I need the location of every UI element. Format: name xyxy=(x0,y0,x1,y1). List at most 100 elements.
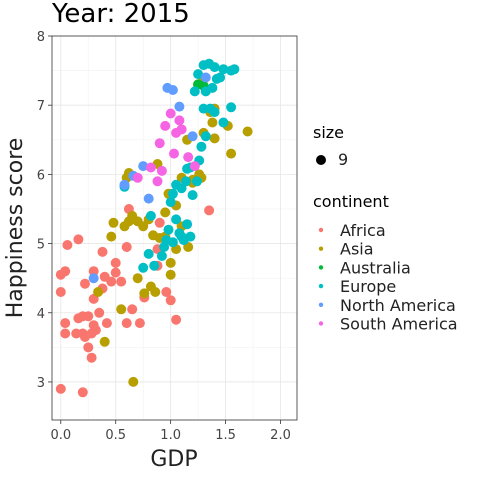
data-point xyxy=(80,278,90,289)
y-tick-label: 5 xyxy=(37,238,45,253)
data-point xyxy=(182,219,193,230)
data-point xyxy=(226,102,237,113)
data-point xyxy=(145,210,156,221)
size-legend-title: size xyxy=(313,123,344,142)
data-point xyxy=(108,217,119,228)
data-point xyxy=(229,64,240,75)
data-point xyxy=(187,190,198,201)
data-point xyxy=(165,197,176,208)
size-legend-label: 9 xyxy=(338,150,348,169)
data-point xyxy=(138,262,149,273)
legend-item-australia: Australia xyxy=(318,258,411,277)
data-point xyxy=(132,172,143,183)
data-point xyxy=(242,126,253,137)
data-point xyxy=(154,138,165,149)
data-point xyxy=(62,240,73,250)
data-point xyxy=(55,383,66,394)
legend-key xyxy=(318,321,324,326)
plot-panel xyxy=(51,35,298,421)
data-point xyxy=(106,276,117,287)
data-point xyxy=(209,107,220,118)
legend-label: North America xyxy=(340,296,456,315)
data-point xyxy=(165,257,176,268)
data-point xyxy=(145,162,156,173)
data-point xyxy=(143,193,154,204)
data-point xyxy=(165,269,176,280)
y-tick-label: 4 xyxy=(37,307,45,322)
data-point xyxy=(196,141,207,152)
continent-legend-title: continent xyxy=(313,192,389,211)
data-point xyxy=(207,82,218,93)
y-tick-label: 6 xyxy=(37,168,45,183)
data-point xyxy=(207,117,218,128)
data-point xyxy=(226,148,237,159)
data-point xyxy=(149,260,160,271)
continent-legend: continent AfricaAsiaAustraliaEuropeNorth… xyxy=(313,192,458,334)
data-point xyxy=(152,176,163,187)
data-point xyxy=(55,287,66,297)
x-tick-label: 0.5 xyxy=(105,428,126,443)
y-axis-ticks: 3 4 5 6 7 8 xyxy=(37,30,52,391)
legend-label: Asia xyxy=(340,240,374,259)
data-point xyxy=(185,231,196,242)
data-point xyxy=(204,205,215,216)
data-point xyxy=(160,207,171,218)
data-point xyxy=(174,101,185,112)
data-point xyxy=(165,108,176,119)
chart-title: Year: 2015 xyxy=(51,0,190,29)
series-north-america xyxy=(88,72,211,284)
data-point xyxy=(187,131,198,142)
data-point xyxy=(99,336,110,347)
data-point xyxy=(171,214,182,225)
y-tick-label: 8 xyxy=(37,30,45,45)
data-point xyxy=(60,266,71,277)
data-point xyxy=(189,161,200,172)
data-point xyxy=(165,295,176,306)
data-point xyxy=(198,103,209,114)
data-point xyxy=(167,188,178,199)
data-point xyxy=(161,287,172,297)
legend-item-south-america: South America xyxy=(318,315,458,334)
data-point xyxy=(218,117,229,128)
data-point xyxy=(138,221,149,232)
data-point xyxy=(174,115,185,126)
data-point xyxy=(150,287,161,297)
x-axis-ticks: 0.0 0.5 1.0 1.5 2.0 xyxy=(50,420,291,443)
data-point xyxy=(86,352,97,363)
legend-key xyxy=(318,283,324,289)
data-point xyxy=(143,248,154,259)
data-point xyxy=(189,86,200,97)
legend-label: Europe xyxy=(340,277,396,296)
data-point xyxy=(88,273,99,284)
data-point xyxy=(132,273,143,284)
x-axis-title: GDP xyxy=(150,447,197,472)
legend-item-north-america: North America xyxy=(318,296,456,315)
data-point xyxy=(181,176,191,187)
data-point xyxy=(106,231,117,242)
data-point xyxy=(88,320,99,331)
data-point xyxy=(73,234,84,245)
data-point xyxy=(134,318,145,329)
data-point xyxy=(127,304,138,315)
data-point xyxy=(192,176,202,187)
data-point xyxy=(160,120,171,131)
y-axis-title: Happiness score xyxy=(3,138,28,319)
data-point xyxy=(169,148,179,159)
x-tick-label: 1.5 xyxy=(215,428,236,443)
size-legend-key xyxy=(316,155,326,165)
data-point xyxy=(138,161,149,172)
y-tick-label: 7 xyxy=(37,99,45,114)
data-point xyxy=(97,246,108,257)
data-point xyxy=(209,133,220,144)
data-point xyxy=(128,376,139,387)
data-point xyxy=(121,318,132,329)
series-europe xyxy=(119,58,240,273)
data-point xyxy=(193,69,204,80)
data-point xyxy=(101,318,112,329)
data-point xyxy=(116,304,127,315)
data-point xyxy=(167,237,178,248)
x-tick-label: 0.0 xyxy=(50,428,71,443)
legend-item-asia: Asia xyxy=(318,240,374,259)
